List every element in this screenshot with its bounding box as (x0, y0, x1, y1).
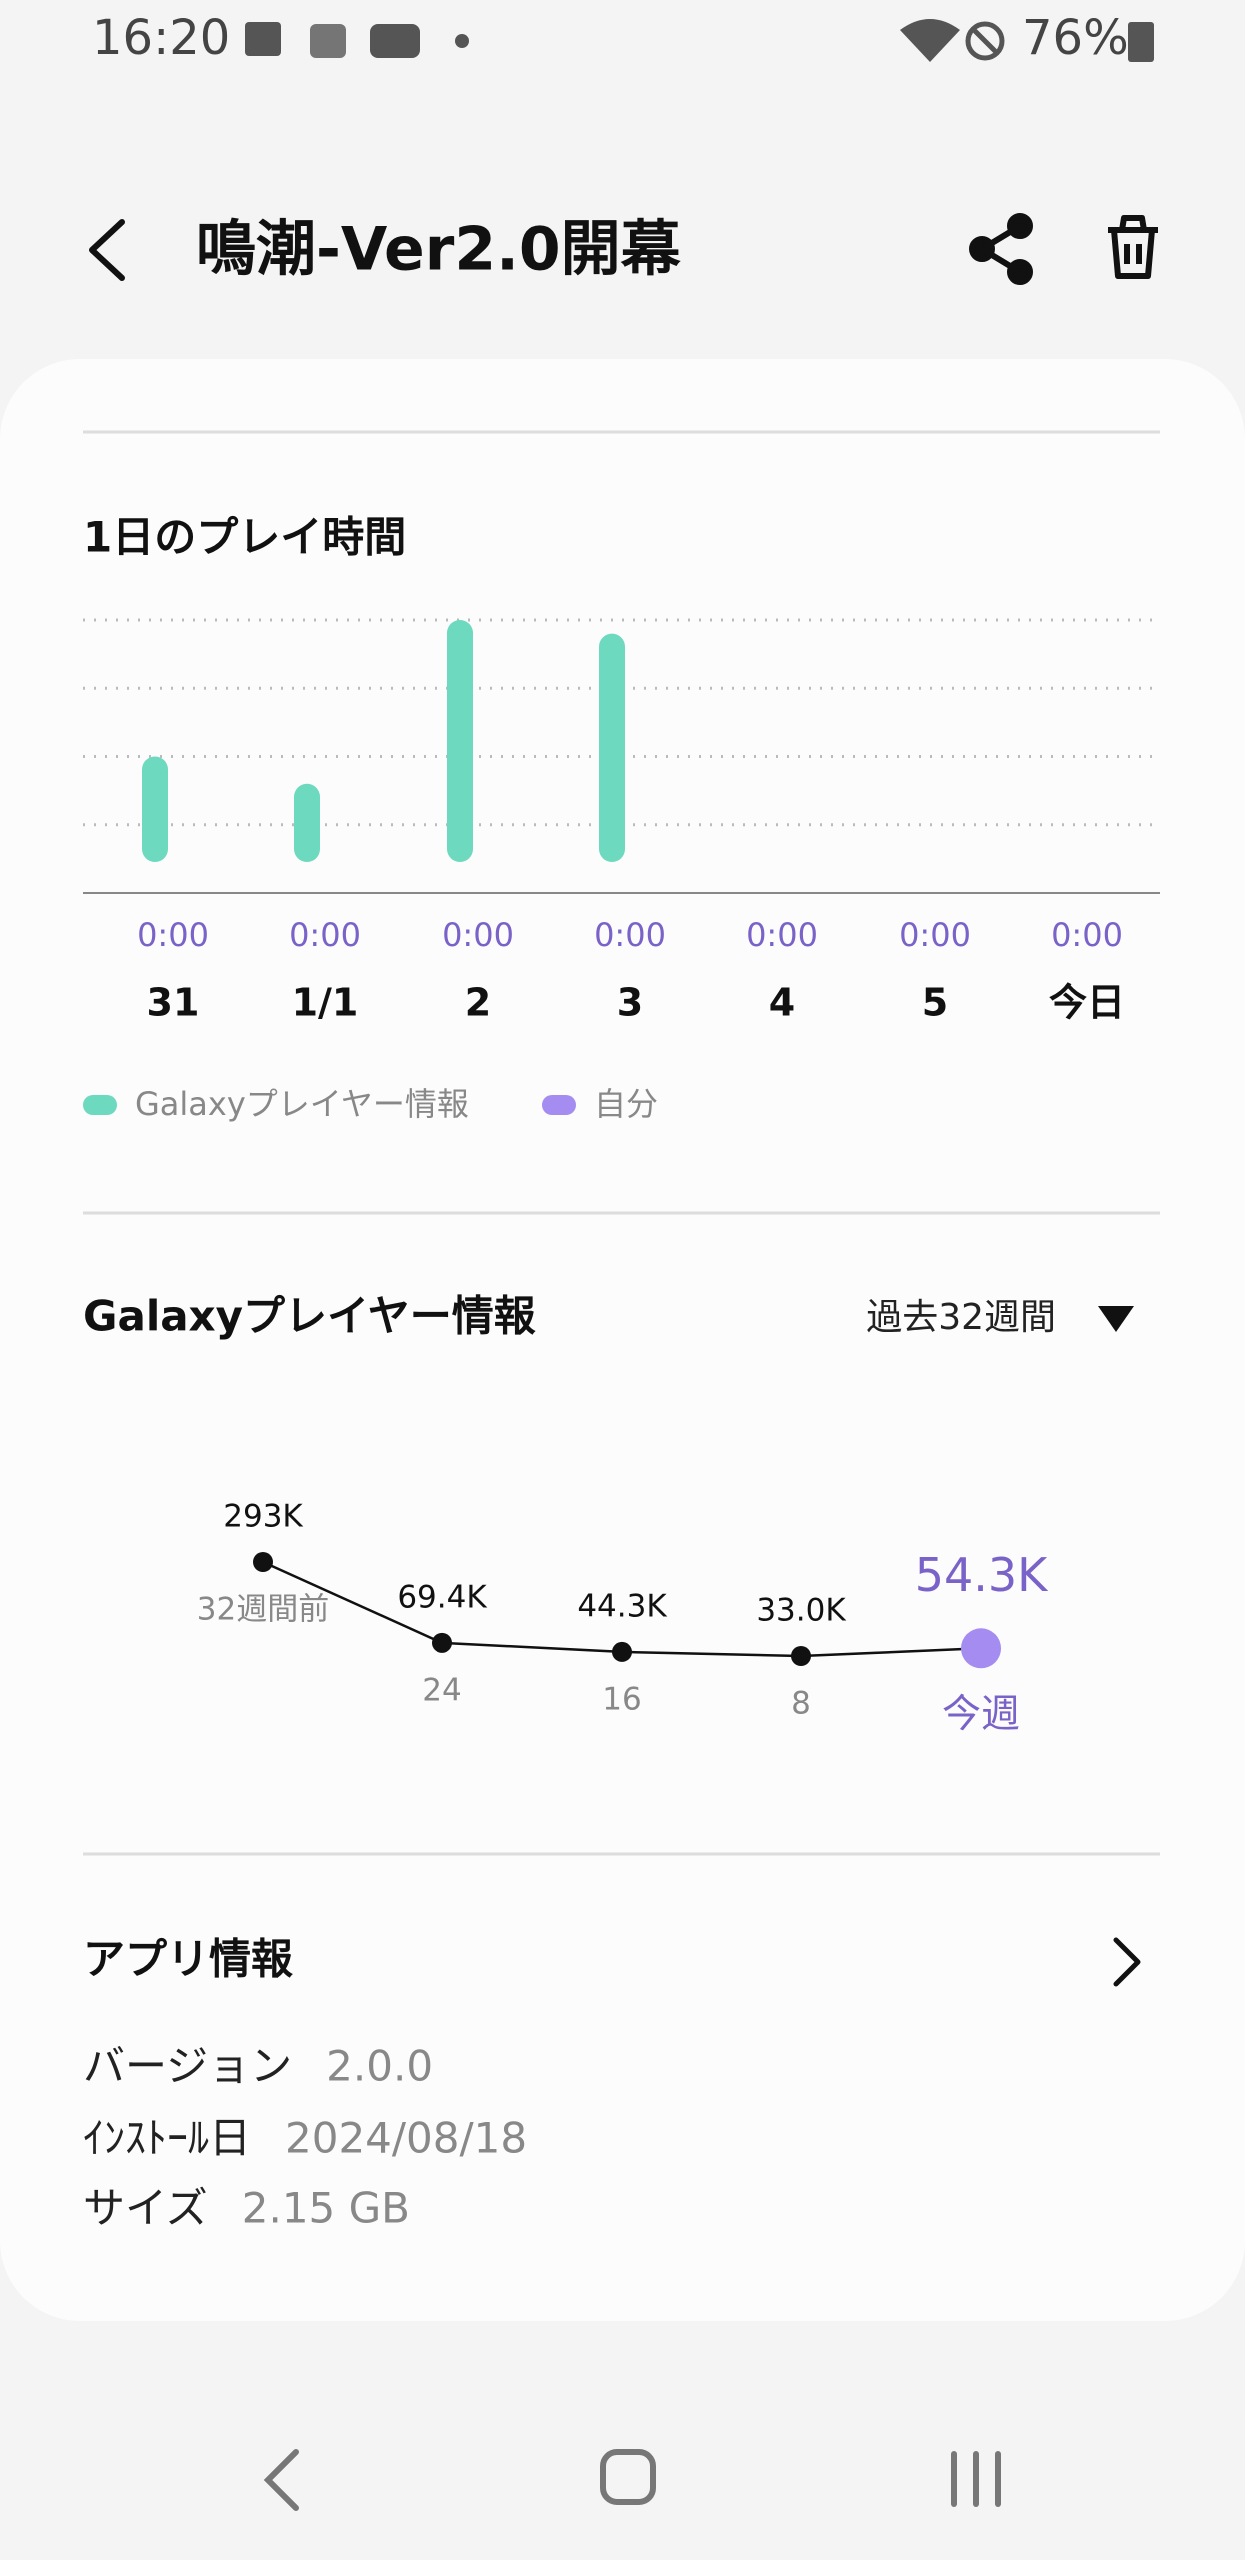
time-label: 0:00 (289, 916, 361, 954)
time-label: 0:00 (594, 916, 666, 954)
x-tick-label: 1/1 (292, 981, 359, 1025)
dot-icon (455, 34, 469, 48)
legend-label: Galaxyプレイヤー情報 (135, 1085, 469, 1123)
youtube-icon (370, 24, 420, 58)
wifi-icon (900, 19, 960, 62)
section-title[interactable]: アプリ情報 (83, 1935, 293, 1984)
battery-icon (1128, 22, 1154, 62)
x-tick-label: 今日 (1049, 981, 1125, 1025)
x-tick-label: 今週 (942, 1692, 1020, 1737)
time-label: 0:00 (1051, 916, 1123, 954)
clock: 16:20 (92, 10, 230, 66)
back-button[interactable] (89, 219, 125, 281)
period-dropdown[interactable]: 過去32週間 (866, 1297, 1056, 1338)
value-label: 44.3K (577, 1588, 667, 1624)
value-label: 69.4K (397, 1579, 487, 1615)
x-tick-label: 32週間前 (197, 1592, 329, 1628)
page-title: 鳴潮-Ver2.0開幕 (196, 215, 682, 285)
x-tick-label: 8 (791, 1686, 811, 1722)
time-label: 0:00 (746, 916, 818, 954)
x-tick-label: 4 (769, 981, 795, 1025)
dropdown-arrow[interactable] (1098, 1306, 1134, 1332)
x-tick-label: 16 (602, 1681, 641, 1717)
info-value: 2024/08/18 (285, 2114, 527, 2163)
data-point (432, 1632, 452, 1653)
x-tick-label: 5 (922, 981, 948, 1025)
info-label: サイズ (83, 2184, 208, 2233)
battery-level: 76% (1022, 10, 1129, 66)
data-point (253, 1552, 273, 1572)
cast-icon (310, 24, 346, 58)
bar (447, 620, 473, 862)
dnd-slash (971, 27, 999, 55)
value-label: 293K (223, 1499, 303, 1535)
section-title: 1日のプレイ時間 (83, 513, 406, 562)
dnd-icon (965, 21, 1005, 61)
x-tick-label: 3 (617, 981, 643, 1025)
chevron[interactable] (1113, 1937, 1141, 1987)
nav-recent[interactable] (951, 2451, 1001, 2507)
gallery-icon (245, 22, 281, 56)
bar (294, 783, 320, 862)
legend-label: 自分 (594, 1085, 658, 1123)
status-icons (245, 19, 1154, 62)
data-point (612, 1641, 632, 1662)
bar (599, 633, 625, 862)
info-value: 2.15 GB (242, 2184, 410, 2233)
info-label: ｲﾝｽﾄｰﾙ日 (83, 2114, 251, 2163)
legend-swatch (83, 1095, 117, 1115)
value-label: 33.0K (756, 1593, 846, 1629)
share-button[interactable] (969, 213, 1033, 285)
delete-button[interactable] (1108, 215, 1158, 279)
x-tick-label: 2 (465, 981, 491, 1025)
data-point (961, 1628, 1001, 1669)
section-title: Galaxyプレイヤー情報 (83, 1292, 536, 1341)
info-value: 2.0.0 (326, 2042, 433, 2091)
value-label: 54.3K (915, 1548, 1049, 1602)
bar (142, 756, 168, 862)
x-tick-label: 31 (147, 981, 200, 1025)
time-label: 0:00 (137, 916, 209, 954)
nav-home[interactable] (600, 2449, 656, 2505)
x-tick-label: 24 (422, 1672, 461, 1708)
nav-back[interactable] (263, 2449, 299, 2511)
legend-swatch (542, 1095, 576, 1115)
info-label: バージョン (83, 2042, 292, 2091)
time-label: 0:00 (442, 916, 514, 954)
time-label: 0:00 (899, 916, 971, 954)
data-point (791, 1646, 811, 1666)
